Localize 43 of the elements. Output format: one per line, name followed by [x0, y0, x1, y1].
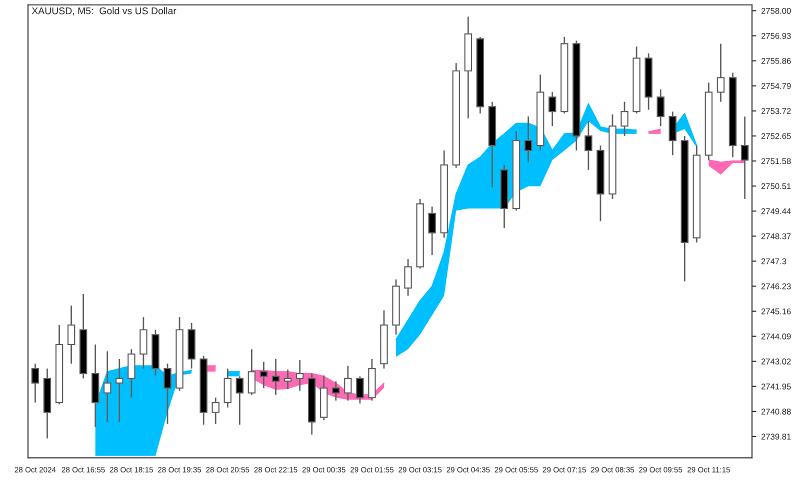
- y-tick-label: 2755.86: [761, 58, 791, 64]
- candlestick: [104, 350, 112, 423]
- y-tick-label: 2747.3: [761, 258, 786, 264]
- y-tick-label: 2751.58: [761, 158, 791, 164]
- y-tick-label: 2758.00: [761, 8, 791, 14]
- y-tick-label: 2743.02: [761, 358, 791, 364]
- candlestick: [260, 361, 268, 389]
- candlestick: [116, 358, 124, 423]
- candlestick: [584, 120, 592, 171]
- candlestick: [284, 368, 292, 390]
- y-tick-label: 2748.37: [761, 233, 791, 240]
- candlestick: [428, 206, 436, 256]
- y-tick-label: 2752.65: [761, 133, 791, 140]
- candlestick: [248, 348, 256, 396]
- candlestick: [524, 116, 532, 163]
- candlestick: [67, 304, 76, 364]
- y-tick-label: 2739.81: [761, 434, 791, 440]
- candlestick: [212, 396, 220, 425]
- y-tick-label: 2749.44: [761, 208, 791, 214]
- candlestick: [404, 258, 412, 297]
- y-tick-label: 2746.23: [761, 283, 791, 290]
- y-tick-label: 2741.95: [761, 384, 791, 390]
- y-tick-label: 2750.51: [761, 183, 791, 190]
- candlestick: [236, 376, 244, 426]
- candlestick: [656, 88, 664, 127]
- candlestick: [740, 116, 749, 200]
- candlestick: [31, 362, 40, 404]
- y-tick-label: 2753.72: [761, 108, 791, 114]
- y-tick-label: 2744.09: [761, 334, 791, 340]
- y-tick-label: 2740.88: [761, 408, 791, 415]
- y-tick-label: 2754.79: [761, 83, 791, 89]
- y-tick-label: 2756.93: [761, 32, 791, 39]
- candlestick: [356, 376, 364, 404]
- candlestick: [620, 101, 628, 137]
- candlestick: [296, 359, 304, 392]
- y-tick-label: 2745.16: [761, 308, 791, 314]
- candlestick: [332, 380, 340, 402]
- candlestick: [548, 91, 556, 127]
- candlestick: [716, 43, 725, 102]
- chart-title: XAUUSD, M5: Gold vs US Dollar: [32, 7, 176, 16]
- candlestick: [272, 358, 280, 396]
- candlestick: [344, 365, 352, 402]
- candlestick: [164, 362, 172, 425]
